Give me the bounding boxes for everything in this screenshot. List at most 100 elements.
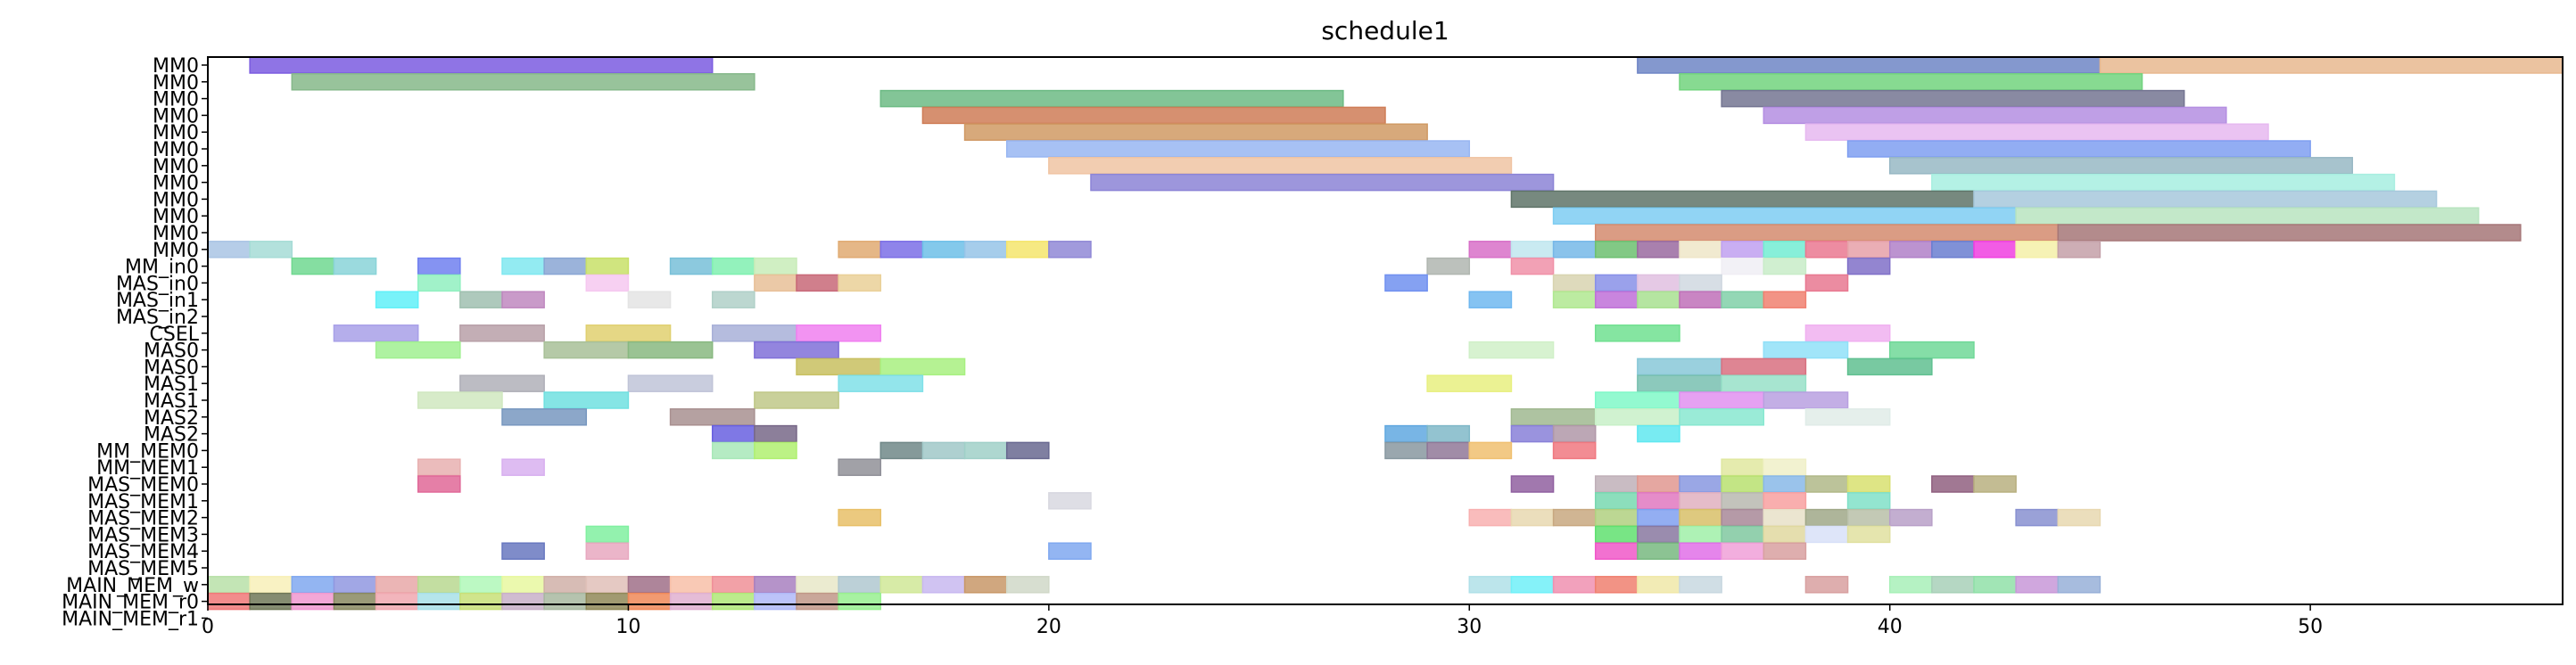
chart-title: schedule1 [1321, 16, 1449, 45]
task-bar [1637, 424, 1680, 443]
task-bar [585, 542, 630, 560]
task-bar [249, 241, 293, 259]
task-bar [838, 508, 882, 527]
y-tick-label: MAIN_MEM_w [66, 575, 199, 597]
task-bar [1637, 542, 1680, 560]
task-bar [1426, 441, 1471, 460]
task-bar [711, 257, 755, 275]
task-bar [417, 458, 461, 476]
task-bar [1679, 73, 2143, 91]
task-bar [207, 241, 251, 259]
task-bar [711, 592, 755, 611]
task-bar [1510, 508, 1555, 527]
task-bar [249, 576, 293, 594]
y-tick-label: MAS_MEM1 [87, 491, 199, 513]
task-bar [1679, 291, 1722, 308]
task-bar [838, 592, 882, 611]
y-tick-label: MAS1 [144, 374, 199, 396]
task-bar [754, 257, 797, 275]
task-bar [879, 441, 924, 460]
task-bar [1552, 576, 1597, 594]
task-bar [1468, 576, 1513, 594]
task-bar [1468, 441, 1513, 460]
y-axis: MM0MM0MM0MM0MM0MM0MM0MM0MM0MM0MM0MM0MM_i… [62, 55, 208, 630]
task-bar [417, 257, 461, 275]
y-tick-label: MAS_MEM3 [87, 524, 199, 546]
task-bar [796, 576, 839, 594]
task-bar [963, 576, 1008, 594]
task-bar [1594, 224, 2060, 242]
task-bar [501, 458, 545, 476]
x-tick-label: 20 [1036, 616, 1061, 638]
task-bar [921, 441, 966, 460]
y-tick-label: MM0 [153, 189, 199, 211]
task-bar [543, 341, 630, 359]
task-bar [1510, 475, 1555, 493]
task-bar [375, 592, 419, 611]
task-bar [1721, 291, 1765, 308]
task-bar [1973, 241, 2017, 259]
task-bar [1637, 374, 1722, 392]
task-bar [1721, 508, 1765, 527]
y-tick-label: MAS_MEM4 [87, 541, 199, 563]
x-tick-label: 50 [2298, 616, 2323, 638]
task-bar [1846, 140, 2311, 158]
y-tick-label: MM0 [153, 55, 199, 78]
task-bar [1721, 475, 1765, 493]
task-bar [1594, 576, 1639, 594]
task-bar [459, 374, 545, 392]
task-bar [1510, 257, 1555, 275]
y-tick-label: MM0 [153, 223, 199, 245]
task-bar [1637, 525, 1680, 544]
task-bar [417, 274, 461, 292]
task-bar [1637, 274, 1680, 292]
task-bar [1721, 257, 1765, 275]
task-bar [501, 257, 545, 275]
task-bar [1468, 241, 1513, 259]
task-bar [1048, 492, 1092, 510]
task-bar [1679, 241, 1722, 259]
x-tick-label: 0 [202, 616, 214, 638]
task-bar [1804, 241, 1849, 259]
task-bar [249, 592, 293, 611]
y-tick-label: MAS2 [144, 424, 199, 447]
task-bar [796, 274, 839, 292]
y-tick-label: MAS_in2 [116, 307, 199, 329]
task-bar [1888, 576, 1933, 594]
task-bar [921, 576, 966, 594]
task-bar [2057, 241, 2101, 259]
task-bar [1005, 441, 1050, 460]
task-bar [1552, 241, 1597, 259]
task-bar [1679, 391, 1765, 409]
task-bar [1763, 492, 1807, 510]
task-bar [2099, 56, 2564, 74]
task-bar [711, 291, 755, 308]
task-bar [1048, 542, 1092, 560]
task-bar [1384, 424, 1428, 443]
y-tick-label: MM0 [153, 105, 199, 127]
task-bar [1637, 241, 1680, 259]
task-bar [1804, 274, 1849, 292]
task-bar [417, 475, 461, 493]
task-bar [1721, 357, 1807, 376]
task-bar [669, 257, 714, 275]
task-bar [1637, 492, 1680, 510]
y-tick-label: MM_in0 [125, 257, 199, 279]
task-bar [838, 374, 924, 392]
task-bar [333, 576, 377, 594]
y-tick-label: MAS_MEM0 [87, 474, 199, 497]
task-bar [375, 291, 419, 308]
y-tick-label: MM_MEM1 [96, 457, 199, 480]
task-bar [669, 408, 755, 426]
task-bar [711, 441, 755, 460]
task-bar [501, 592, 545, 611]
task-bar [2015, 508, 2060, 527]
task-bar [1594, 391, 1680, 409]
task-bar [1846, 357, 1933, 376]
task-bar [796, 324, 882, 342]
task-bar [1973, 190, 2438, 209]
task-bar [1804, 576, 1849, 594]
task-bar [921, 106, 1386, 125]
task-bar [1426, 374, 1513, 392]
task-bar [543, 592, 588, 611]
